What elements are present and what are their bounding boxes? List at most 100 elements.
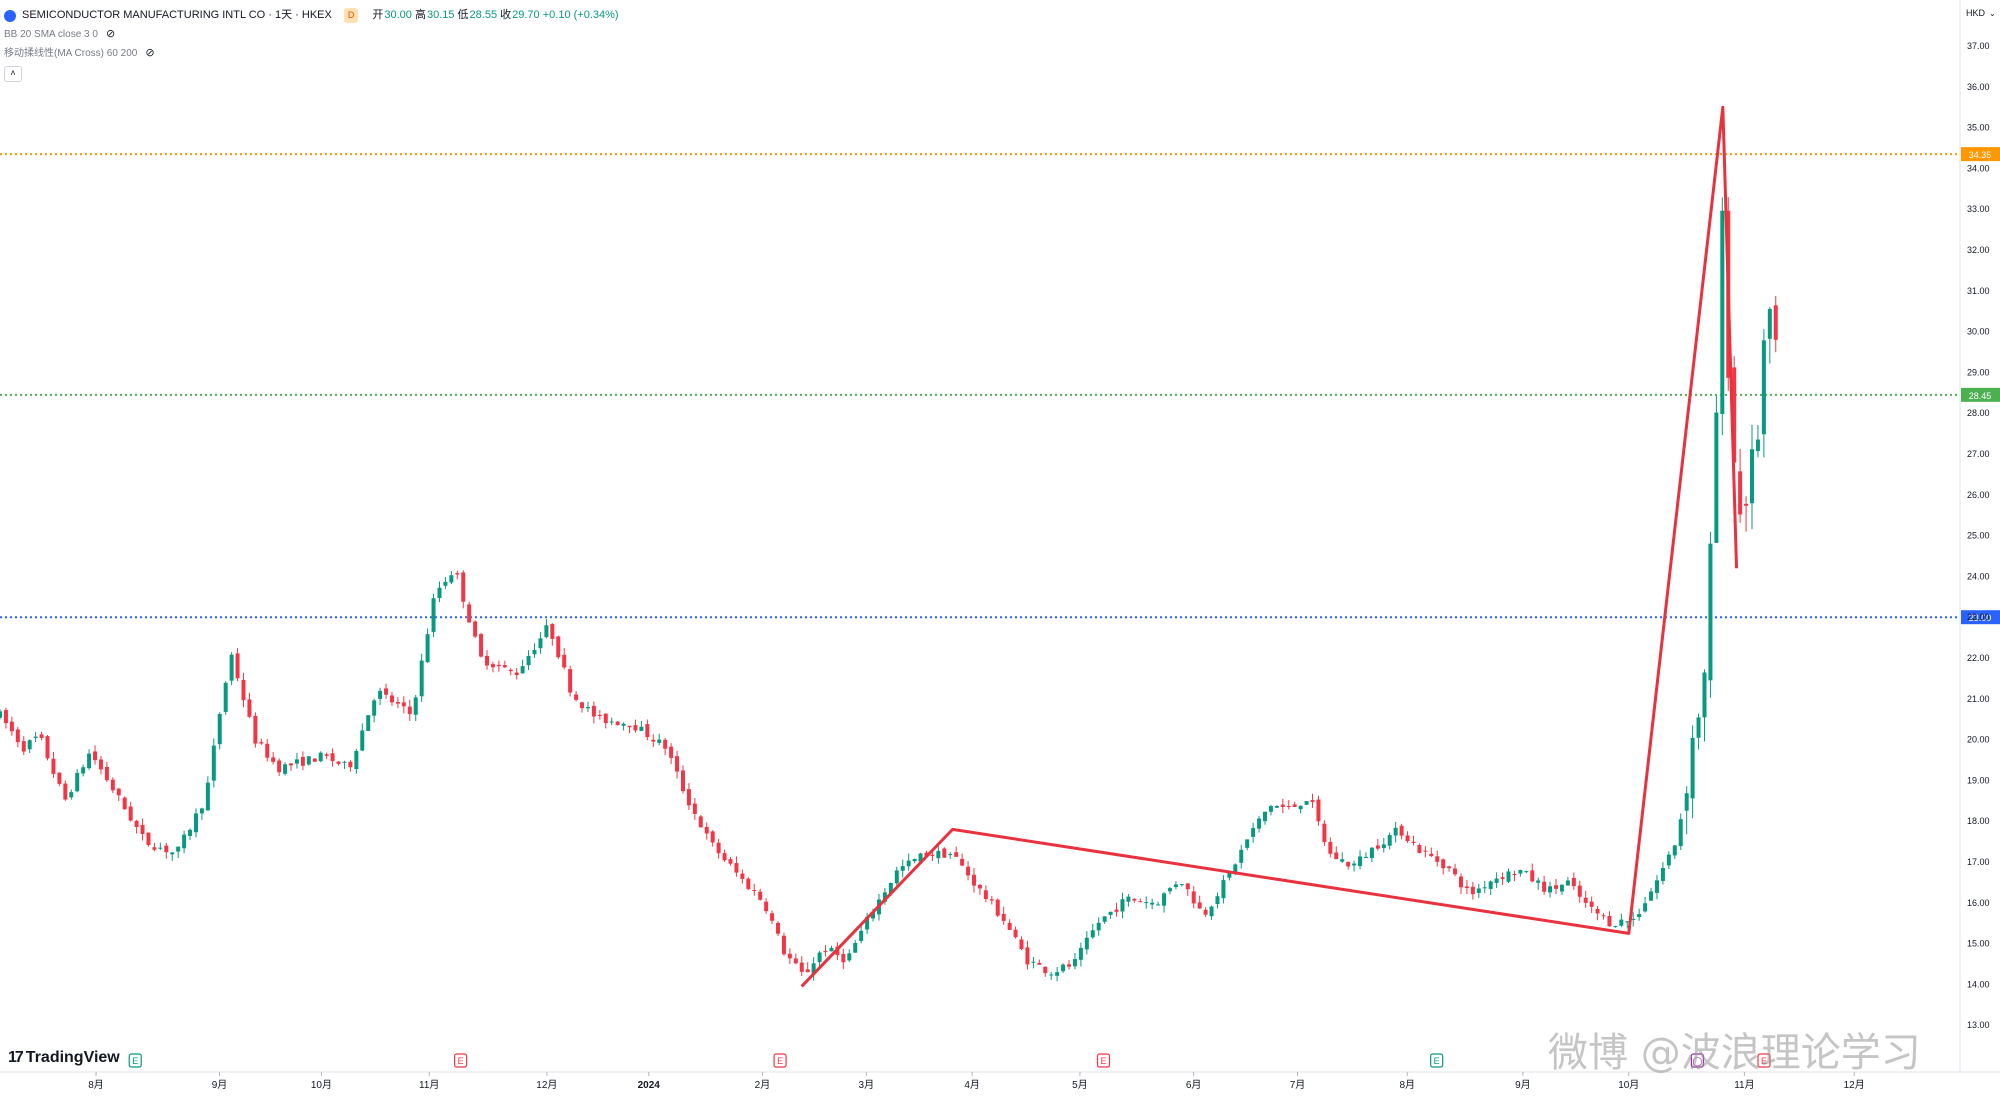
- tradingview-logo[interactable]: 17 TradingView: [8, 1049, 120, 1067]
- candle-body[interactable]: [585, 706, 590, 709]
- candle-body[interactable]: [1565, 880, 1570, 886]
- candle-body[interactable]: [1738, 471, 1743, 515]
- candle-body[interactable]: [372, 700, 377, 716]
- event-badge-earnings[interactable]: [1096, 1053, 1111, 1068]
- candle-body[interactable]: [1304, 801, 1309, 805]
- candle-body[interactable]: [33, 736, 38, 738]
- candle-body[interactable]: [1399, 825, 1404, 836]
- candle-body[interactable]: [1589, 901, 1594, 907]
- candle-body[interactable]: [57, 772, 62, 784]
- event-badge-split[interactable]: [1690, 1053, 1704, 1068]
- delay-badge[interactable]: D: [343, 8, 359, 23]
- candle-body[interactable]: [514, 672, 519, 676]
- candle-body[interactable]: [1156, 904, 1161, 906]
- candle-body[interactable]: [413, 697, 418, 715]
- candle-body[interactable]: [39, 734, 44, 738]
- candle-body[interactable]: [384, 688, 389, 695]
- candle-body[interactable]: [205, 782, 210, 811]
- candle-body[interactable]: [1043, 966, 1048, 974]
- candle-body[interactable]: [1720, 210, 1725, 414]
- candle-body[interactable]: [966, 866, 971, 876]
- candle-body[interactable]: [1072, 959, 1077, 967]
- candle-body[interactable]: [306, 756, 311, 765]
- candle-body[interactable]: [894, 870, 899, 884]
- candle-body[interactable]: [787, 953, 792, 959]
- candle-body[interactable]: [817, 952, 822, 963]
- candle-body[interactable]: [110, 779, 115, 791]
- symbol-row[interactable]: SEMICONDUCTOR MANUFACTURING INTL CO · 1天…: [4, 6, 619, 25]
- candle-body[interactable]: [1660, 867, 1665, 881]
- candle-body[interactable]: [1215, 896, 1220, 905]
- candle-body[interactable]: [176, 846, 181, 852]
- candle-body[interactable]: [1084, 937, 1089, 950]
- candle-body[interactable]: [1049, 974, 1054, 976]
- candle-body[interactable]: [1435, 856, 1440, 862]
- candle-body[interactable]: [21, 741, 26, 752]
- candle-body[interactable]: [556, 636, 561, 658]
- candle-body[interactable]: [823, 951, 828, 953]
- candle-body[interactable]: [122, 797, 127, 810]
- candle-body[interactable]: [526, 655, 531, 666]
- candle-body[interactable]: [906, 860, 911, 867]
- candle-body[interactable]: [597, 715, 602, 717]
- candle-body[interactable]: [853, 942, 858, 953]
- candle-body[interactable]: [995, 899, 1000, 916]
- candle-body[interactable]: [799, 962, 804, 972]
- candle-body[interactable]: [1292, 804, 1297, 807]
- candle-body[interactable]: [128, 806, 133, 821]
- candle-body[interactable]: [104, 766, 109, 781]
- candle-body[interactable]: [223, 682, 228, 712]
- candle-body[interactable]: [1268, 806, 1273, 812]
- candle-body[interactable]: [449, 575, 454, 583]
- candle-body[interactable]: [645, 724, 650, 738]
- candle-body[interactable]: [1405, 835, 1410, 842]
- candle-body[interactable]: [1019, 939, 1024, 950]
- candle-body[interactable]: [140, 824, 145, 834]
- candle-body[interactable]: [1108, 911, 1113, 915]
- candle-body[interactable]: [158, 847, 163, 849]
- candle-body[interactable]: [146, 832, 151, 845]
- candle-body[interactable]: [1429, 853, 1434, 857]
- candle-body[interactable]: [253, 715, 258, 744]
- candle-body[interactable]: [1500, 877, 1505, 880]
- candle-body[interactable]: [1352, 863, 1357, 866]
- candle-body[interactable]: [1138, 901, 1143, 903]
- candle-body[interactable]: [793, 958, 798, 964]
- candle-body[interactable]: [1173, 884, 1178, 888]
- candle-body[interactable]: [781, 935, 786, 955]
- candle-body[interactable]: [1536, 880, 1541, 883]
- candle-body[interactable]: [378, 690, 383, 699]
- candle-body[interactable]: [989, 899, 994, 901]
- eye-crossed-icon[interactable]: ⊘: [105, 28, 116, 40]
- candle-body[interactable]: [538, 638, 543, 649]
- candle-body[interactable]: [1114, 909, 1119, 912]
- candle-body[interactable]: [496, 664, 501, 667]
- candle-body[interactable]: [888, 882, 893, 894]
- candle-body[interactable]: [847, 953, 852, 961]
- candle-body[interactable]: [164, 845, 169, 853]
- eye-crossed-icon[interactable]: ⊘: [145, 47, 155, 59]
- candle-body[interactable]: [1334, 852, 1339, 860]
- candle-body[interactable]: [98, 759, 103, 770]
- candle-body[interactable]: [1031, 961, 1036, 963]
- candle-body[interactable]: [348, 761, 353, 768]
- candle-body[interactable]: [686, 789, 691, 806]
- candle-body[interactable]: [1340, 859, 1345, 862]
- candle-body[interactable]: [170, 852, 175, 855]
- candle-body[interactable]: [1067, 964, 1072, 967]
- candle-body[interactable]: [1554, 885, 1559, 889]
- candle-body[interactable]: [1274, 806, 1279, 808]
- candle-body[interactable]: [882, 892, 887, 902]
- candle-body[interactable]: [1263, 811, 1268, 822]
- indicator-row-bb[interactable]: BB 20 SMA close 3 0 ⊘: [4, 25, 619, 44]
- candle-body[interactable]: [395, 701, 400, 704]
- candle-body[interactable]: [1316, 799, 1321, 822]
- candle-body[interactable]: [93, 751, 98, 761]
- candle-body[interactable]: [1310, 800, 1315, 802]
- candle-body[interactable]: [740, 873, 745, 879]
- candle-body[interactable]: [734, 863, 739, 873]
- candle-body[interactable]: [859, 930, 864, 942]
- candle-body[interactable]: [1322, 823, 1327, 843]
- candle-body[interactable]: [669, 746, 674, 758]
- candle-body[interactable]: [1512, 874, 1517, 876]
